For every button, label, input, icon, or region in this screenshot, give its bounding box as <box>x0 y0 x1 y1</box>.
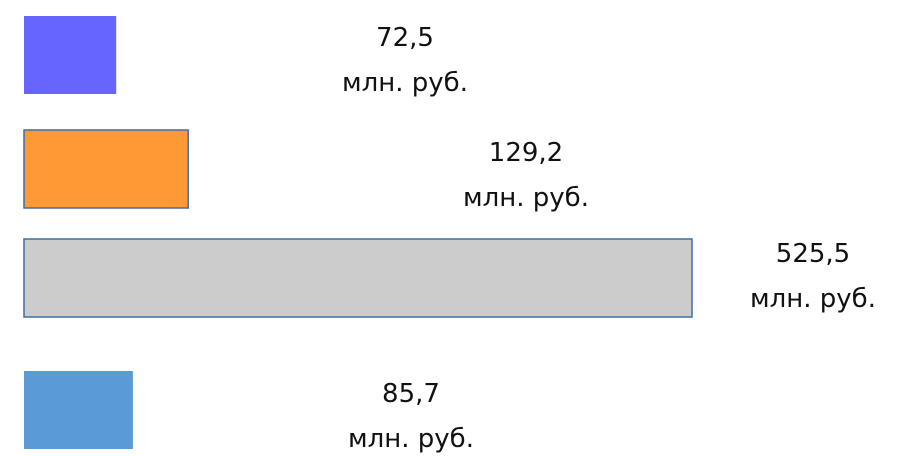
bar-1 <box>24 16 117 94</box>
bar-1-value-label: 72,5 <box>376 23 434 53</box>
bar-3 <box>23 238 693 318</box>
bar-1-label: 72,5 млн. руб. <box>342 23 468 98</box>
bar-4-unit-label: млн. руб. <box>348 424 474 454</box>
bars-layer <box>23 16 693 449</box>
bar-4-value-label: 85,7 <box>382 379 440 409</box>
bar-2-unit-label: млн. руб. <box>463 183 589 213</box>
bar-2 <box>23 129 189 209</box>
bar-3-value-label: 525,5 <box>776 239 850 269</box>
bar-1-unit-label: млн. руб. <box>342 68 468 98</box>
bar-4 <box>24 371 133 449</box>
bar-3-unit-label: млн. руб. <box>750 284 876 314</box>
bar-2-label: 129,2 млн. руб. <box>463 138 589 213</box>
labels-layer: 72,5 млн. руб. 129,2 млн. руб. 525,5 млн. руб… <box>342 23 876 454</box>
bar-3-label: 525,5 млн. руб. <box>750 239 876 314</box>
bar-2-value-label: 129,2 <box>489 138 563 168</box>
bar-4-label: 85,7 млн. руб. <box>348 379 474 454</box>
